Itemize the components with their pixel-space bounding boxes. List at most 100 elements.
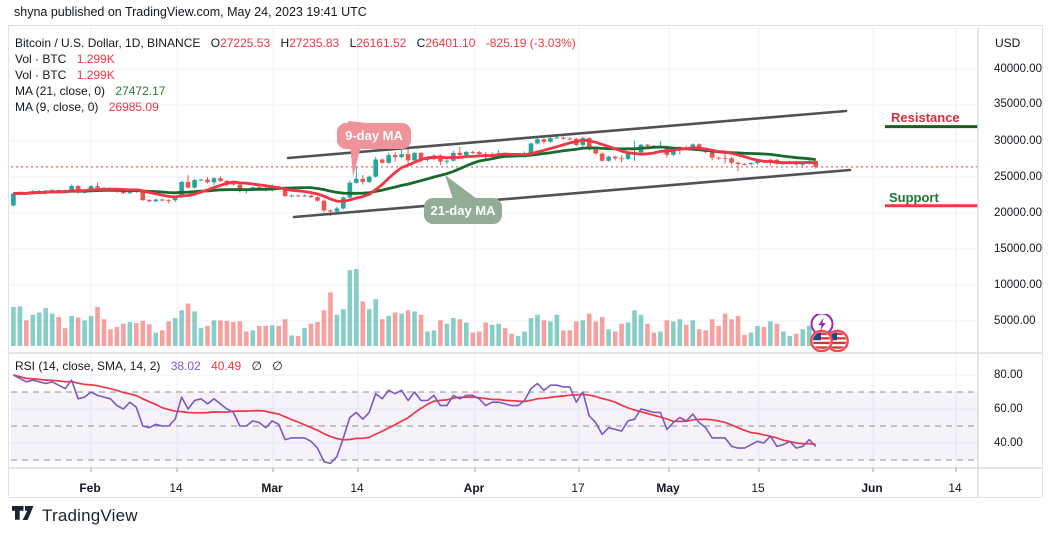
candle-body — [366, 176, 372, 182]
support-label[interactable]: Support — [889, 190, 939, 205]
volume-bar — [476, 331, 482, 346]
candle-body — [716, 157, 721, 159]
candle-body — [185, 181, 191, 188]
volume-bar — [354, 269, 359, 346]
volume-bar — [17, 306, 23, 346]
resistance-label[interactable]: Resistance — [891, 110, 960, 125]
volume-bar — [800, 329, 806, 346]
volume-bar — [444, 323, 450, 346]
candle-body — [69, 186, 74, 192]
time-axis[interactable]: Feb 14 Mar 14 Apr 17 May 15 Jun 14 — [9, 475, 978, 497]
volume-bar — [36, 312, 42, 346]
time-axis-label: 17 — [571, 481, 585, 495]
candle-body — [476, 152, 482, 154]
volume-bar — [464, 322, 469, 346]
ohlc-close-value: 26401.10 — [425, 36, 476, 50]
candle-body — [308, 195, 314, 198]
candle-body — [709, 152, 715, 158]
volume-bar — [347, 270, 353, 346]
price-axis-label: 35000.00 — [994, 97, 1042, 110]
ma21-label: MA (21, close, 0) — [15, 84, 106, 98]
ma21-value: 27472.17 — [115, 84, 166, 98]
price-axis[interactable]: USD 40000.00 35000.00 30000.00 25000.00 2000… — [978, 26, 1042, 497]
candle-body — [742, 164, 747, 165]
time-axis-label: May — [656, 481, 680, 495]
volume-bar — [360, 301, 366, 346]
volume-bar — [114, 327, 120, 346]
volume-bar — [709, 319, 715, 346]
candle-body — [606, 156, 611, 161]
volume-bar — [366, 309, 372, 346]
candle-body — [172, 197, 178, 201]
volume-bar — [341, 309, 346, 346]
candle-body — [405, 154, 411, 161]
volume-bar — [399, 313, 404, 346]
candle-body — [535, 139, 540, 144]
volume-bar — [166, 321, 171, 346]
volume-bar — [108, 329, 113, 346]
channel-lower-line — [292, 168, 852, 219]
volume-bar — [315, 322, 320, 346]
main-legend: Bitcoin / U.S. Dollar, 1D, BINANCE O2722… — [15, 35, 576, 115]
price-axis-label: 10000.00 — [994, 278, 1042, 291]
volume-bar — [379, 319, 385, 346]
time-axis-label: Jun — [861, 481, 883, 495]
volume-bar — [522, 331, 527, 346]
volume-bar — [392, 312, 398, 346]
rsi-legend: RSI (14, close, SMA, 14, 2) 38.02 40.49 … — [15, 359, 283, 373]
tradingview-attribution[interactable]: TradingView — [12, 506, 138, 526]
volume-bar — [703, 330, 708, 346]
volume-bar — [671, 321, 676, 346]
candle-body — [179, 181, 184, 198]
volume-bar — [295, 335, 301, 346]
volume-bar — [88, 315, 94, 346]
volume-bar — [289, 335, 294, 346]
time-axis-label: 14 — [948, 481, 962, 495]
volume-bar — [664, 320, 670, 346]
volume-bar — [211, 320, 217, 346]
volume-bar — [535, 314, 540, 346]
volume-bar — [787, 335, 793, 346]
volume-bar — [761, 327, 767, 346]
candle-body — [347, 182, 353, 198]
volume-legend-2: Vol · BTC 1.299K — [15, 67, 576, 83]
ma9-callout[interactable]: 9-day MA — [337, 123, 411, 149]
volume-bar — [418, 314, 424, 346]
volume-bar — [95, 306, 100, 346]
publisher-line: shyna published on TradingView.com, May … — [14, 5, 367, 19]
candle-body — [444, 160, 450, 162]
volume-bar — [651, 332, 657, 346]
volume-bar — [683, 324, 689, 346]
volume-bar — [619, 323, 624, 346]
candle-body — [328, 210, 333, 212]
ohlc-high-value: 27235.83 — [289, 36, 340, 50]
volume-bar — [250, 330, 256, 346]
time-axis-label: 14 — [350, 481, 364, 495]
volume-bar — [146, 324, 152, 346]
volume-bar — [645, 323, 650, 346]
candle-body — [554, 137, 560, 139]
volume-bar — [302, 328, 307, 346]
candle-body — [224, 180, 230, 183]
candle-body — [95, 186, 100, 188]
volume-bar — [75, 317, 81, 346]
price-axis-label: 40.00 — [994, 436, 1023, 449]
price-axis-label: 5000.00 — [994, 314, 1036, 327]
candle-body — [800, 163, 806, 165]
price-chart-canvas[interactable] — [9, 26, 1042, 497]
volume-bar — [755, 325, 760, 346]
candle-body — [729, 158, 734, 163]
volume-bar — [729, 319, 734, 346]
volume-bar — [192, 311, 197, 346]
volume-bar — [509, 333, 514, 346]
rsi-value: 38.02 — [170, 359, 201, 373]
candle-body — [289, 195, 294, 197]
volume-bar — [470, 332, 476, 346]
volume-bar — [483, 322, 489, 346]
us-flag-event-icon-left[interactable] — [810, 329, 833, 352]
volume-legend-1: Vol · BTC 1.299K — [15, 51, 576, 67]
volume-bar — [606, 329, 611, 346]
ma21-callout[interactable]: 21-day MA — [424, 198, 502, 224]
rsi-empty-1: ∅ — [251, 359, 262, 373]
volume-bar — [696, 329, 702, 346]
